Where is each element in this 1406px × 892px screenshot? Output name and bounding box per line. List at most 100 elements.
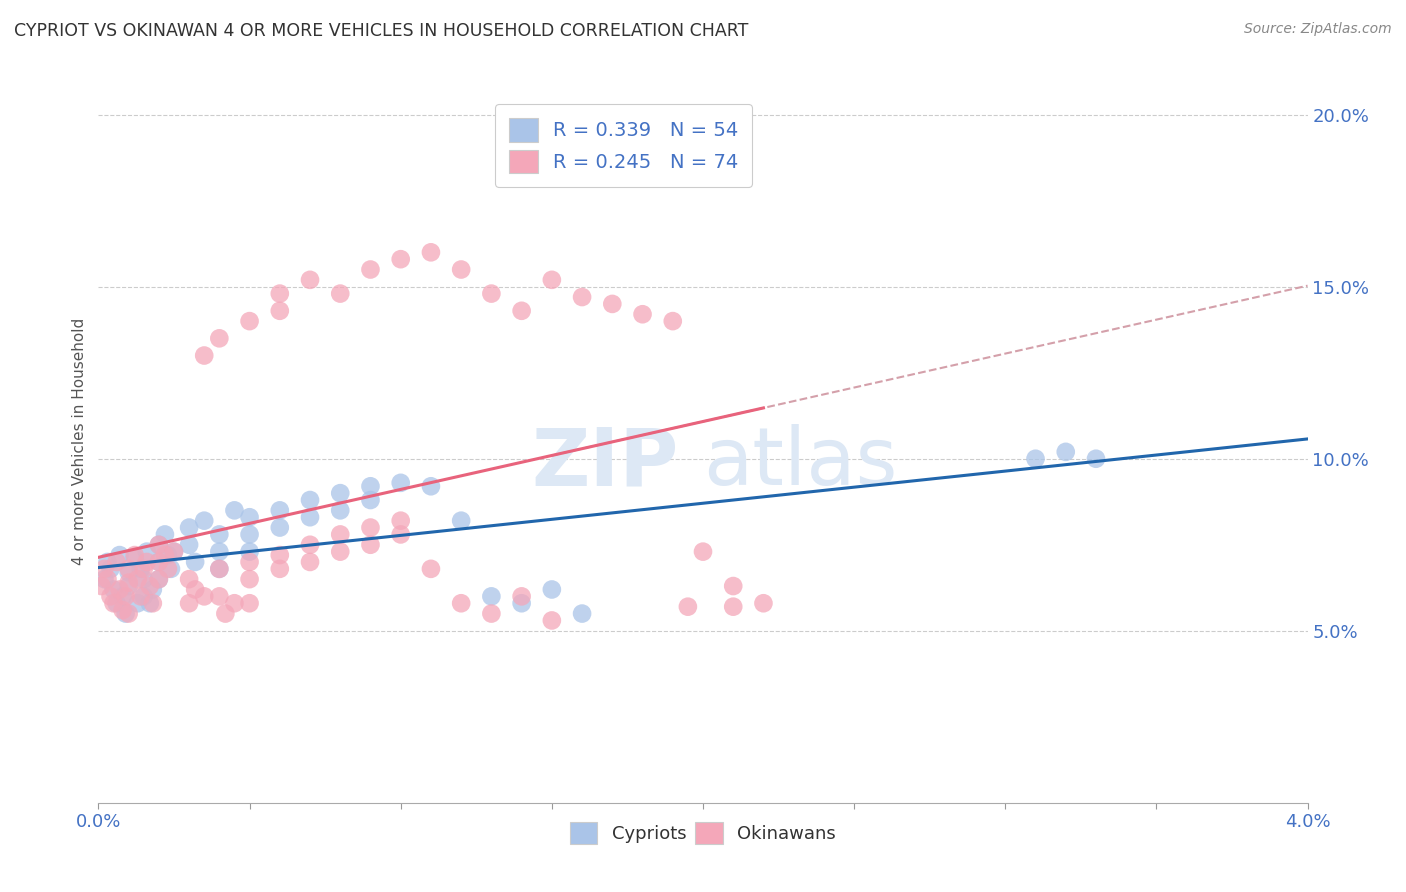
Point — [184, 582, 207, 597]
Point — [193, 590, 215, 604]
Point — [114, 590, 136, 604]
Point — [420, 562, 443, 576]
Point — [602, 297, 624, 311]
Point — [208, 562, 231, 576]
Point — [329, 286, 352, 301]
Point — [661, 314, 683, 328]
Point — [156, 562, 179, 576]
Point — [193, 514, 215, 528]
Point — [105, 555, 128, 569]
Point — [148, 538, 170, 552]
Point — [118, 562, 141, 576]
Point — [329, 486, 352, 500]
Point — [676, 599, 699, 614]
Legend: Cypriots, Okinawans: Cypriots, Okinawans — [562, 815, 844, 852]
Point — [90, 579, 112, 593]
Point — [239, 527, 262, 541]
Point — [450, 596, 472, 610]
Point — [139, 579, 162, 593]
Point — [153, 548, 176, 562]
Point — [239, 555, 262, 569]
Point — [239, 544, 262, 558]
Point — [299, 555, 322, 569]
Point — [269, 286, 291, 301]
Point — [360, 538, 382, 552]
Point — [118, 566, 141, 580]
Point — [129, 562, 152, 576]
Point — [156, 548, 179, 562]
Point — [239, 510, 262, 524]
Point — [224, 596, 246, 610]
Point — [299, 538, 322, 552]
Point — [96, 555, 118, 569]
Point — [692, 544, 714, 558]
Point — [179, 596, 201, 610]
Point — [299, 510, 322, 524]
Point — [148, 538, 170, 552]
Point — [239, 314, 262, 328]
Point — [481, 607, 503, 621]
Point — [299, 273, 322, 287]
Point — [93, 562, 115, 576]
Point — [389, 527, 412, 541]
Point — [510, 596, 533, 610]
Point — [118, 575, 141, 590]
Point — [184, 555, 207, 569]
Point — [163, 544, 186, 558]
Point — [723, 599, 745, 614]
Point — [329, 527, 352, 541]
Point — [360, 493, 382, 508]
Point — [111, 590, 134, 604]
Point — [105, 596, 128, 610]
Point — [420, 245, 443, 260]
Point — [450, 262, 472, 277]
Point — [179, 520, 201, 534]
Point — [481, 286, 503, 301]
Point — [114, 607, 136, 621]
Point — [132, 572, 155, 586]
Point — [269, 520, 291, 534]
Point — [153, 527, 176, 541]
Point — [571, 290, 593, 304]
Point — [631, 307, 654, 321]
Text: CYPRIOT VS OKINAWAN 4 OR MORE VEHICLES IN HOUSEHOLD CORRELATION CHART: CYPRIOT VS OKINAWAN 4 OR MORE VEHICLES I… — [14, 22, 748, 40]
Point — [132, 590, 155, 604]
Point — [118, 579, 141, 593]
Point — [540, 582, 562, 597]
Point — [100, 590, 122, 604]
Point — [108, 582, 131, 597]
Point — [93, 572, 115, 586]
Point — [142, 596, 165, 610]
Point — [135, 544, 157, 558]
Point — [360, 262, 382, 277]
Point — [103, 596, 125, 610]
Point — [389, 514, 412, 528]
Point — [1025, 451, 1047, 466]
Point — [96, 572, 118, 586]
Point — [148, 555, 170, 569]
Point — [299, 493, 322, 508]
Point — [160, 562, 183, 576]
Point — [540, 614, 562, 628]
Point — [450, 514, 472, 528]
Point — [124, 551, 146, 566]
Point — [389, 252, 412, 267]
Point — [208, 527, 231, 541]
Point — [329, 503, 352, 517]
Point — [224, 503, 246, 517]
Point — [100, 562, 122, 576]
Point — [269, 548, 291, 562]
Point — [420, 479, 443, 493]
Point — [179, 538, 201, 552]
Point — [142, 582, 165, 597]
Point — [208, 562, 231, 576]
Point — [139, 596, 162, 610]
Point — [269, 303, 291, 318]
Point — [239, 572, 262, 586]
Point — [329, 544, 352, 558]
Y-axis label: 4 or more Vehicles in Household: 4 or more Vehicles in Household — [72, 318, 87, 566]
Text: Source: ZipAtlas.com: Source: ZipAtlas.com — [1244, 22, 1392, 37]
Point — [108, 548, 131, 562]
Point — [163, 544, 186, 558]
Point — [214, 607, 236, 621]
